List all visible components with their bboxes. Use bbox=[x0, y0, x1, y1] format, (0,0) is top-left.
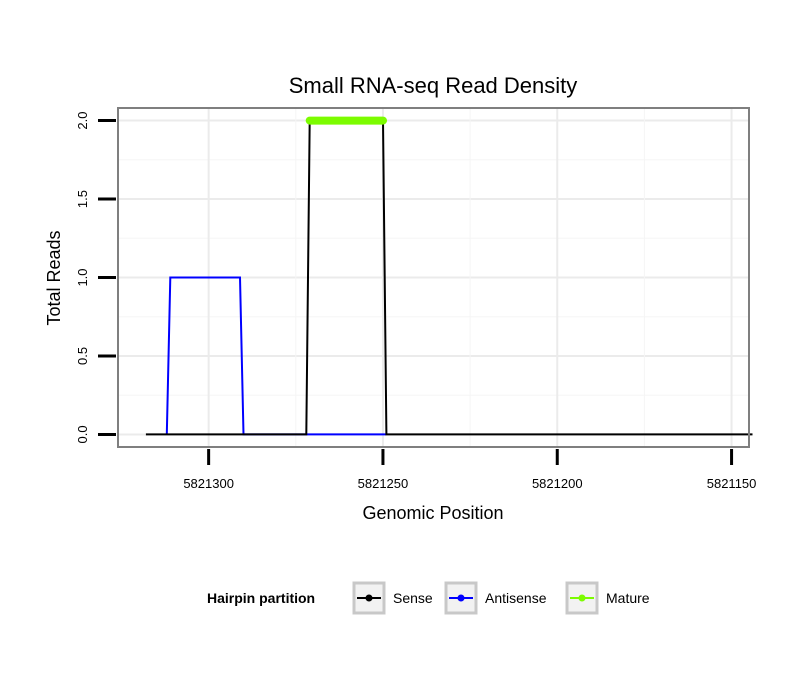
legend-key-point bbox=[365, 594, 373, 602]
legend-label: Sense bbox=[393, 590, 433, 606]
y-tick-label: 0.0 bbox=[75, 425, 90, 443]
legend-key-point bbox=[578, 594, 586, 602]
legend: Hairpin partition Sense Antisense Mature bbox=[207, 581, 650, 615]
legend-key-box bbox=[565, 581, 599, 615]
chart-title: Small RNA-seq Read Density bbox=[289, 73, 578, 98]
x-tick-label: 5821150 bbox=[707, 476, 757, 491]
x-axis: 5821300 5821250 5821200 5821150 bbox=[183, 449, 756, 491]
x-axis-label: Genomic Position bbox=[362, 503, 503, 523]
y-axis: 0.0 0.5 1.0 1.5 2.0 bbox=[75, 112, 116, 443]
legend-label: Mature bbox=[606, 590, 650, 606]
legend-label: Antisense bbox=[485, 590, 547, 606]
x-tick-label: 5821300 bbox=[183, 476, 234, 491]
legend-title: Hairpin partition bbox=[207, 590, 315, 606]
legend-key-point bbox=[457, 594, 465, 602]
y-tick-label: 0.5 bbox=[75, 347, 90, 365]
y-tick-label: 1.5 bbox=[75, 190, 90, 208]
y-tick-label: 1.0 bbox=[75, 268, 90, 286]
y-axis-label: Total Reads bbox=[44, 230, 64, 325]
legend-item-mature: Mature bbox=[565, 581, 650, 615]
x-tick-label: 5821250 bbox=[358, 476, 409, 491]
x-tick-label: 5821200 bbox=[532, 476, 583, 491]
series-layer bbox=[145, 116, 753, 436]
legend-item-antisense: Antisense bbox=[444, 581, 547, 615]
y-tick-label: 2.0 bbox=[75, 112, 90, 130]
legend-item-sense: Sense bbox=[352, 581, 433, 615]
plot-panel bbox=[117, 107, 750, 448]
